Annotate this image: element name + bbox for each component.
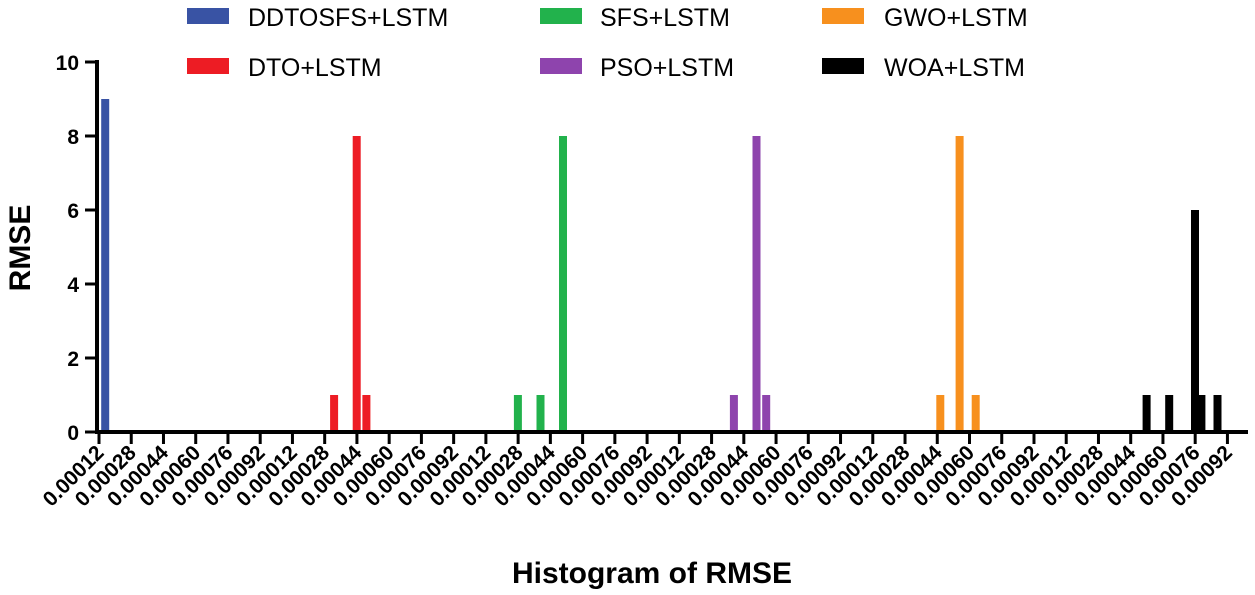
axes-layer bbox=[95, 60, 1248, 434]
y-tick-label-2: 2 bbox=[67, 348, 79, 371]
legend-label-ddtosfs-lstm: DDTOSFS+LSTM bbox=[248, 4, 448, 32]
legend-label-sfs-lstm: SFS+LSTM bbox=[600, 4, 730, 32]
bar-woa-lstm-0 bbox=[1142, 395, 1151, 432]
bar-sfs-lstm-2 bbox=[559, 136, 567, 432]
legend-label-gwo-lstm: GWO+LSTM bbox=[884, 4, 1028, 32]
bar-sfs-lstm-1 bbox=[536, 395, 545, 432]
y-tick-label-6: 6 bbox=[67, 200, 79, 223]
bar-gwo-lstm-0 bbox=[936, 395, 945, 432]
ticks-layer: 02468100.000120.000280.000440.000600.000… bbox=[39, 52, 1237, 511]
legend-swatch-woa-lstm bbox=[822, 58, 864, 74]
bar-dto-lstm-0 bbox=[330, 395, 339, 432]
legend-swatch-ddtosfs-lstm bbox=[187, 8, 229, 24]
bar-woa-lstm-3 bbox=[1197, 395, 1206, 432]
bar-pso-lstm-0 bbox=[729, 395, 738, 432]
bar-sfs-lstm-0 bbox=[513, 395, 522, 432]
bar-woa-lstm-4 bbox=[1213, 395, 1222, 432]
legend-swatch-gwo-lstm bbox=[822, 8, 864, 24]
legend-label-woa-lstm: WOA+LSTM bbox=[884, 54, 1025, 82]
legend: DDTOSFS+LSTM DTO+LSTM SFS+LSTM PSO+LSTM GWO+… bbox=[187, 4, 1028, 82]
bar-ddtosfs-lstm-0 bbox=[101, 99, 110, 432]
y-tick-label-0: 0 bbox=[67, 422, 79, 445]
bar-pso-lstm-2 bbox=[762, 395, 771, 432]
y-tick-label-8: 8 bbox=[67, 126, 79, 149]
bar-dto-lstm-1 bbox=[352, 136, 361, 432]
bar-pso-lstm-1 bbox=[752, 136, 761, 432]
bars-layer bbox=[101, 99, 1222, 432]
bar-woa-lstm-1 bbox=[1165, 395, 1174, 432]
x-axis-title: Histogram of RMSE bbox=[512, 557, 792, 590]
bar-dto-lstm-2 bbox=[362, 395, 371, 432]
legend-swatch-sfs-lstm bbox=[540, 8, 582, 24]
legend-swatch-dto-lstm bbox=[187, 58, 229, 74]
y-axis-title: RMSE bbox=[4, 205, 37, 292]
bar-gwo-lstm-1 bbox=[955, 136, 964, 432]
legend-label-dto-lstm: DTO+LSTM bbox=[248, 54, 382, 82]
y-tick-label-4: 4 bbox=[67, 274, 79, 297]
bar-woa-lstm-2 bbox=[1191, 210, 1199, 432]
y-tick-label-10: 10 bbox=[56, 52, 79, 75]
legend-swatch-pso-lstm bbox=[540, 58, 582, 74]
bar-gwo-lstm-2 bbox=[971, 395, 980, 432]
legend-label-pso-lstm: PSO+LSTM bbox=[600, 54, 734, 82]
